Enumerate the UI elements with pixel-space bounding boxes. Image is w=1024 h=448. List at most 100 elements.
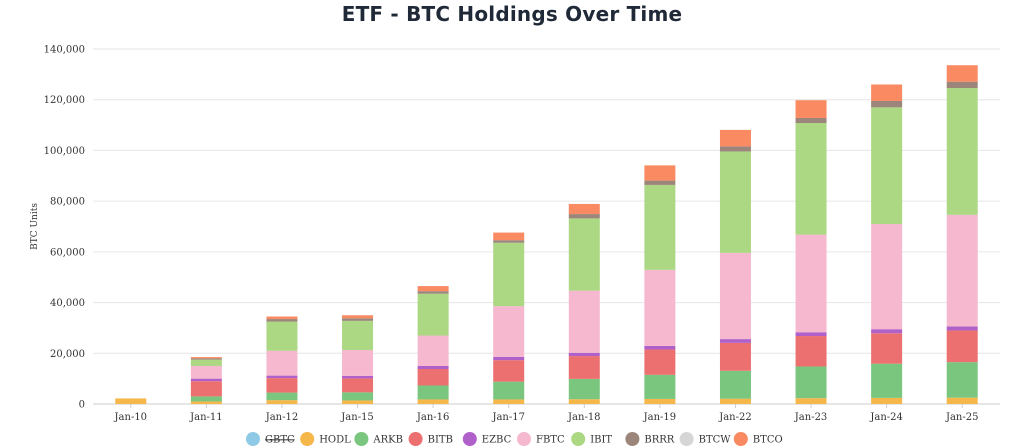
bar-segment-bitb-jan-12[interactable] (266, 378, 298, 393)
bar-segment-brrr-jan-16[interactable] (417, 291, 449, 294)
bar-segment-brrr-jan-11[interactable] (190, 358, 222, 360)
bar-segment-btco-jan-12[interactable] (266, 316, 298, 320)
bar-segment-btco-jan-19[interactable] (644, 165, 676, 181)
bar-segment-ezbc-jan-18[interactable] (568, 352, 600, 357)
bar-segment-ezbc-jan-25[interactable] (946, 326, 978, 331)
bar-segment-arkb-jan-23[interactable] (795, 366, 827, 399)
bar-segment-arkb-jan-15[interactable] (342, 392, 374, 401)
bar-segment-bitb-jan-24[interactable] (871, 333, 903, 364)
bar-segment-ibit-jan-24[interactable] (871, 107, 903, 224)
bar-segment-arkb-jan-19[interactable] (644, 374, 676, 399)
bar-segment-hodl-jan-17[interactable] (493, 399, 525, 404)
legend-item-hodl[interactable]: HODL (300, 432, 351, 446)
legend-item-btcw[interactable]: BTCW (679, 432, 732, 446)
bar-segment-fbtc-jan-18[interactable] (568, 290, 600, 353)
bar-segment-fbtc-jan-19[interactable] (644, 269, 676, 346)
bar-segment-btco-jan-23[interactable] (795, 100, 827, 118)
bar-segment-hodl-jan-15[interactable] (342, 400, 374, 404)
bar-segment-brrr-jan-19[interactable] (644, 180, 676, 185)
bar-segment-bitb-jan-18[interactable] (568, 356, 600, 379)
bar-segment-ezbc-jan-12[interactable] (266, 375, 298, 379)
legend-item-arkb[interactable]: ARKB (354, 432, 403, 446)
bar-segment-bitb-jan-17[interactable] (493, 360, 525, 382)
bar-segment-btco-jan-24[interactable] (871, 84, 903, 101)
bar-segment-btco-jan-11[interactable] (190, 357, 222, 359)
bar-segment-ezbc-jan-22[interactable] (719, 339, 751, 343)
legend-item-brrr[interactable]: BRRR (625, 432, 675, 446)
bar-segment-arkb-jan-17[interactable] (493, 381, 525, 400)
bar-segment-hodl-jan-10[interactable] (115, 398, 147, 404)
bar-segment-brrr-jan-17[interactable] (493, 240, 525, 243)
bar-segment-arkb-jan-22[interactable] (719, 370, 751, 399)
bar-segment-bitb-jan-25[interactable] (946, 330, 978, 363)
bar-segment-hodl-jan-12[interactable] (266, 400, 298, 404)
bar-segment-btco-jan-17[interactable] (493, 232, 525, 241)
bar-segment-fbtc-jan-23[interactable] (795, 234, 827, 333)
bar-segment-hodl-jan-24[interactable] (871, 397, 903, 404)
bar-segment-bitb-jan-23[interactable] (795, 336, 827, 367)
bar-segment-ibit-jan-25[interactable] (946, 88, 978, 215)
bar-segment-ezbc-jan-16[interactable] (417, 365, 449, 370)
legend-item-gbtc[interactable]: GBTC (246, 432, 295, 446)
bar-segment-btco-jan-18[interactable] (568, 203, 600, 215)
bar-segment-ibit-jan-17[interactable] (493, 242, 525, 307)
bar-segment-btco-jan-25[interactable] (946, 65, 978, 82)
bar-segment-bitb-jan-16[interactable] (417, 369, 449, 386)
legend-item-ibit[interactable]: IBIT (571, 432, 612, 446)
bar-segment-arkb-jan-16[interactable] (417, 385, 449, 400)
bar-segment-hodl-jan-18[interactable] (568, 399, 600, 404)
bar-segment-hodl-jan-19[interactable] (644, 398, 676, 404)
bar-segment-brrr-jan-24[interactable] (871, 100, 903, 108)
bar-segment-hodl-jan-11[interactable] (190, 401, 222, 404)
bar-segment-hodl-jan-16[interactable] (417, 399, 449, 404)
legend-item-btco[interactable]: BTCO (733, 432, 783, 446)
legend-item-fbtc[interactable]: FBTC (517, 432, 565, 446)
bar-segment-brrr-jan-18[interactable] (568, 214, 600, 219)
bar-segment-arkb-jan-25[interactable] (946, 362, 978, 398)
bar-segment-arkb-jan-11[interactable] (190, 396, 222, 402)
bar-segment-hodl-jan-25[interactable] (946, 397, 978, 404)
bar-segment-ezbc-jan-15[interactable] (342, 375, 374, 379)
bar-segment-ibit-jan-18[interactable] (568, 218, 600, 291)
bar-segment-ibit-jan-22[interactable] (719, 151, 751, 253)
bar-segment-brrr-jan-12[interactable] (266, 319, 298, 322)
bar-segment-ibit-jan-23[interactable] (795, 123, 827, 235)
bar-segment-fbtc-jan-25[interactable] (946, 214, 978, 327)
bar-segment-ibit-jan-11[interactable] (190, 359, 222, 366)
bar-segment-brrr-jan-25[interactable] (946, 81, 978, 89)
legend-item-bitb[interactable]: BITB (408, 432, 453, 446)
bar-segment-brrr-jan-15[interactable] (342, 318, 374, 321)
bar-segment-bitb-jan-19[interactable] (644, 349, 676, 375)
bar-segment-ezbc-jan-23[interactable] (795, 332, 827, 337)
bar-segment-hodl-jan-22[interactable] (719, 398, 751, 404)
bar-segment-ezbc-jan-11[interactable] (190, 378, 222, 382)
bar-segment-fbtc-jan-11[interactable] (190, 365, 222, 379)
bar-segment-bitb-jan-11[interactable] (190, 381, 222, 397)
bar-segment-brrr-jan-22[interactable] (719, 146, 751, 152)
bar-segment-fbtc-jan-22[interactable] (719, 252, 751, 340)
legend-label: BTCO (753, 435, 783, 446)
bar-segment-fbtc-jan-12[interactable] (266, 350, 298, 376)
legend-item-ezbc[interactable]: EZBC (462, 432, 512, 446)
bar-segment-btco-jan-22[interactable] (719, 129, 751, 147)
bar-segment-bitb-jan-15[interactable] (342, 378, 374, 393)
bar-segment-fbtc-jan-15[interactable] (342, 349, 374, 376)
bar-segment-bitb-jan-22[interactable] (719, 342, 751, 371)
bar-segment-arkb-jan-24[interactable] (871, 363, 903, 398)
bar-segment-arkb-jan-18[interactable] (568, 378, 600, 400)
bar-segment-btco-jan-15[interactable] (342, 315, 374, 319)
bar-segment-ezbc-jan-19[interactable] (644, 345, 676, 350)
bar-segment-ibit-jan-15[interactable] (342, 320, 374, 350)
bar-segment-hodl-jan-23[interactable] (795, 398, 827, 404)
bar-segment-fbtc-jan-16[interactable] (417, 335, 449, 366)
bar-segment-ibit-jan-12[interactable] (266, 321, 298, 351)
bar-segment-fbtc-jan-17[interactable] (493, 306, 525, 357)
bar-segment-ezbc-jan-17[interactable] (493, 356, 525, 361)
bar-segment-ibit-jan-16[interactable] (417, 293, 449, 336)
bar-segment-arkb-jan-12[interactable] (266, 392, 298, 401)
bar-segment-fbtc-jan-24[interactable] (871, 223, 903, 330)
bar-segment-brrr-jan-23[interactable] (795, 117, 827, 124)
bar-segment-btco-jan-16[interactable] (417, 286, 449, 292)
bar-segment-ibit-jan-19[interactable] (644, 184, 676, 270)
bar-segment-ezbc-jan-24[interactable] (871, 329, 903, 334)
